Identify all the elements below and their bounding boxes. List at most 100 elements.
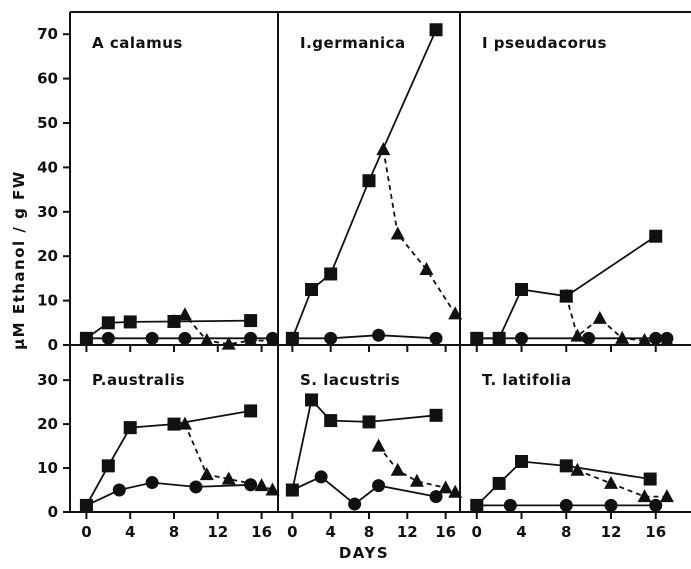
y-tick-label-row0-0: 0 [48, 336, 58, 354]
panel-title-0: A calamus [92, 34, 183, 52]
point-p5-triangle-0 [570, 462, 585, 476]
point-p2-triangle-3 [615, 330, 630, 344]
point-p3-square-2 [123, 421, 137, 435]
point-p0-circle-5 [266, 331, 280, 345]
panel-title-4: S. lacustris [300, 371, 400, 389]
point-p3-circle-3 [189, 480, 203, 494]
point-p1-triangle-0 [376, 142, 391, 156]
point-p3-circle-4 [244, 478, 258, 492]
point-p0-circle-2 [145, 331, 159, 345]
panel-title-5: T. latifolia [482, 371, 572, 389]
point-p2-square-2 [515, 283, 529, 296]
series-line-p5-triangle [577, 469, 667, 498]
y-tick-label-row0-1: 10 [37, 292, 58, 310]
point-p2-circle-3 [582, 331, 596, 345]
point-p5-circle-4 [649, 498, 663, 512]
point-p0-triangle-2 [199, 333, 214, 347]
point-p5-triangle-2 [637, 489, 652, 503]
point-p4-square-2 [324, 414, 338, 428]
point-p3-square-1 [101, 459, 115, 473]
point-p4-circle-2 [348, 497, 362, 511]
point-p5-triangle-1 [604, 475, 619, 489]
x-tick-label-p4-3: 12 [397, 523, 418, 541]
x-axis-title: DAYS [339, 544, 389, 562]
panel-1: I.germanica [285, 23, 463, 352]
y-tick-label-row0-7: 70 [37, 25, 58, 43]
point-p3-circle-2 [145, 476, 159, 490]
panel-0: A calamus [79, 34, 280, 352]
point-p4-circle-1 [314, 470, 328, 484]
point-p5-circle-3 [604, 498, 618, 512]
point-p1-circle-2 [372, 328, 386, 342]
point-p0-circle-0 [79, 331, 93, 345]
point-p4-triangle-2 [409, 473, 424, 487]
point-p4-triangle-3 [438, 480, 453, 494]
series-line-p3-triangle [184, 423, 273, 491]
point-p0-triangle-0 [167, 313, 181, 327]
point-p0-circle-1 [101, 331, 115, 345]
point-p3-circle-1 [112, 483, 126, 497]
point-p3-square-4 [244, 404, 258, 418]
series-line-p1-triangle [382, 149, 456, 315]
point-p5-circle-2 [559, 498, 573, 512]
point-p3-triangle-4 [265, 482, 280, 496]
x-tick-label-p3-3: 12 [207, 523, 228, 541]
y-tick-label-row0-4: 40 [37, 158, 58, 176]
point-p2-triangle-0 [559, 288, 574, 302]
point-p2-square-4 [649, 229, 663, 243]
series-line-p2-square [476, 235, 657, 340]
x-tick-label-p5-1: 4 [516, 523, 526, 541]
point-p5-circle-0 [470, 498, 484, 512]
x-tick-label-p4-4: 16 [435, 523, 456, 541]
point-p4-triangle-0 [371, 438, 386, 452]
point-p4-circle-3 [372, 479, 386, 493]
y-tick-label-row1-0: 0 [48, 503, 58, 521]
series-line-p1-circle [292, 334, 437, 340]
panel-title-1: I.germanica [300, 34, 406, 52]
point-p1-triangle-3 [448, 306, 463, 320]
panel-3: 0 4 8 12 16 P.australis [79, 371, 280, 541]
point-p5-square-4 [643, 472, 657, 486]
point-p3-triangle-0 [177, 416, 192, 430]
point-p3-circle-0 [79, 498, 93, 512]
x-tick-label-p5-0: 0 [472, 523, 482, 541]
y-tick-label-row0-2: 20 [37, 247, 58, 265]
x-tick-label-p5-2: 8 [561, 523, 571, 541]
series-line-p4-square [291, 398, 437, 491]
point-p2-triangle-4 [637, 333, 652, 347]
point-p4-circle-4 [429, 490, 443, 504]
point-p1-square-2 [324, 267, 338, 281]
x-tick-label-p3-4: 16 [251, 523, 272, 541]
x-tick-label-p5-3: 12 [601, 523, 622, 541]
point-p2-triangle-2 [592, 310, 607, 324]
x-tick-label-p4-2: 8 [364, 523, 374, 541]
point-p5-circle-1 [503, 498, 517, 512]
point-p4-circle-0 [285, 483, 299, 497]
point-p5-square-3 [559, 459, 573, 473]
point-p0-circle-4 [244, 331, 258, 345]
x-tick-label-p4-1: 4 [325, 523, 335, 541]
y-tick-label-row1-1: 10 [37, 459, 58, 477]
point-p1-square-3 [362, 174, 376, 188]
x-tick-label-p4-0: 0 [287, 523, 297, 541]
point-p5-square-1 [492, 476, 506, 490]
x-tick-label-p3-1: 4 [125, 523, 135, 541]
point-p4-triangle-4 [448, 484, 463, 498]
x-tick-label-p5-4: 16 [645, 523, 666, 541]
y-tick-label-row0-3: 30 [37, 203, 58, 221]
panel-4: 0 4 8 12 16 S. lacustris [285, 371, 463, 541]
point-p1-square-4 [429, 23, 443, 37]
point-p3-triangle-2 [221, 471, 236, 485]
point-p2-circle-2 [515, 331, 529, 345]
y-tick-label-row0-5: 50 [37, 114, 58, 132]
point-p2-circle-4 [649, 331, 663, 345]
point-p2-circle-5 [660, 331, 674, 345]
panel-title-3: P.australis [92, 371, 185, 389]
x-tick-label-p3-0: 0 [81, 523, 91, 541]
point-p0-square-2 [123, 315, 137, 329]
y-axis-title: µM Ethanol / g FW [10, 170, 28, 350]
panel-title-2: I pseudacorus [482, 34, 607, 52]
point-p5-triangle-3 [659, 489, 674, 503]
